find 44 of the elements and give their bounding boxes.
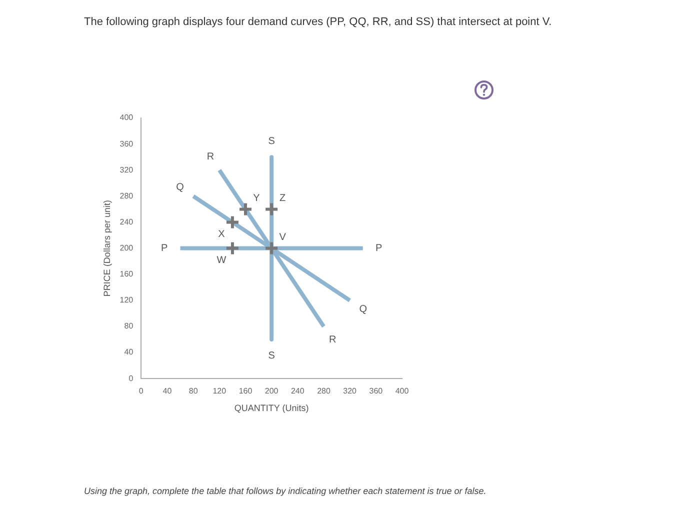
annotation: X: [218, 228, 226, 240]
y-tick-label: 240: [120, 217, 134, 226]
x-tick-label: 240: [290, 386, 305, 396]
y-tick-label: 160: [120, 270, 134, 279]
y-axis-title: PRICE (Dollars per unit): [102, 200, 112, 297]
y-tick-label: 280: [120, 191, 134, 200]
annotation: W: [216, 255, 227, 266]
series-label: R: [206, 152, 214, 163]
y-tick-label: 320: [120, 165, 134, 174]
x-tick-label: 160: [238, 386, 253, 396]
x-tick-label: 120: [212, 386, 227, 396]
x-axis-title: QUANTITY (Units): [234, 403, 309, 414]
y-tick-label: 0: [128, 374, 134, 383]
y-tick-label: 200: [120, 244, 134, 253]
x-tick-label: 0: [138, 386, 144, 396]
point: [224, 240, 240, 256]
x-tick-label: 320: [343, 386, 358, 396]
y-tick-label: 40: [124, 348, 134, 357]
point: [264, 202, 280, 217]
annotation: V: [279, 232, 286, 244]
y-tick-label: 80: [124, 322, 134, 331]
y-tick-label: 360: [120, 139, 134, 148]
y-tick-label: 120: [120, 296, 134, 305]
annotation: Z: [280, 192, 286, 204]
x-tick-label: 360: [369, 386, 384, 396]
x-tick-label: 280: [317, 386, 331, 396]
point: [264, 240, 280, 256]
chart-title: The following graph displays four demand curves (PP, QQ, RR, and SS) that intersect at point V.: [84, 16, 552, 28]
x-tick-label: 80: [188, 386, 198, 396]
annotation: Y: [253, 192, 260, 204]
x-tick-label: 400: [395, 386, 410, 396]
x-tick-label: 40: [162, 386, 172, 396]
x-tick-label: 200: [264, 386, 279, 396]
text: S: [268, 350, 275, 362]
point: [224, 214, 240, 230]
text: P: [376, 243, 382, 254]
y-tick-label: 400: [120, 113, 134, 122]
text: R: [329, 334, 336, 346]
series-label: S: [268, 136, 276, 147]
point: [238, 202, 253, 217]
series-label: Q: [176, 182, 184, 194]
series-label: P: [160, 243, 168, 254]
text: Using the graph, complete the table that follows by indicating whether each statement is true or false.: [84, 486, 486, 496]
text: Q: [359, 304, 368, 316]
